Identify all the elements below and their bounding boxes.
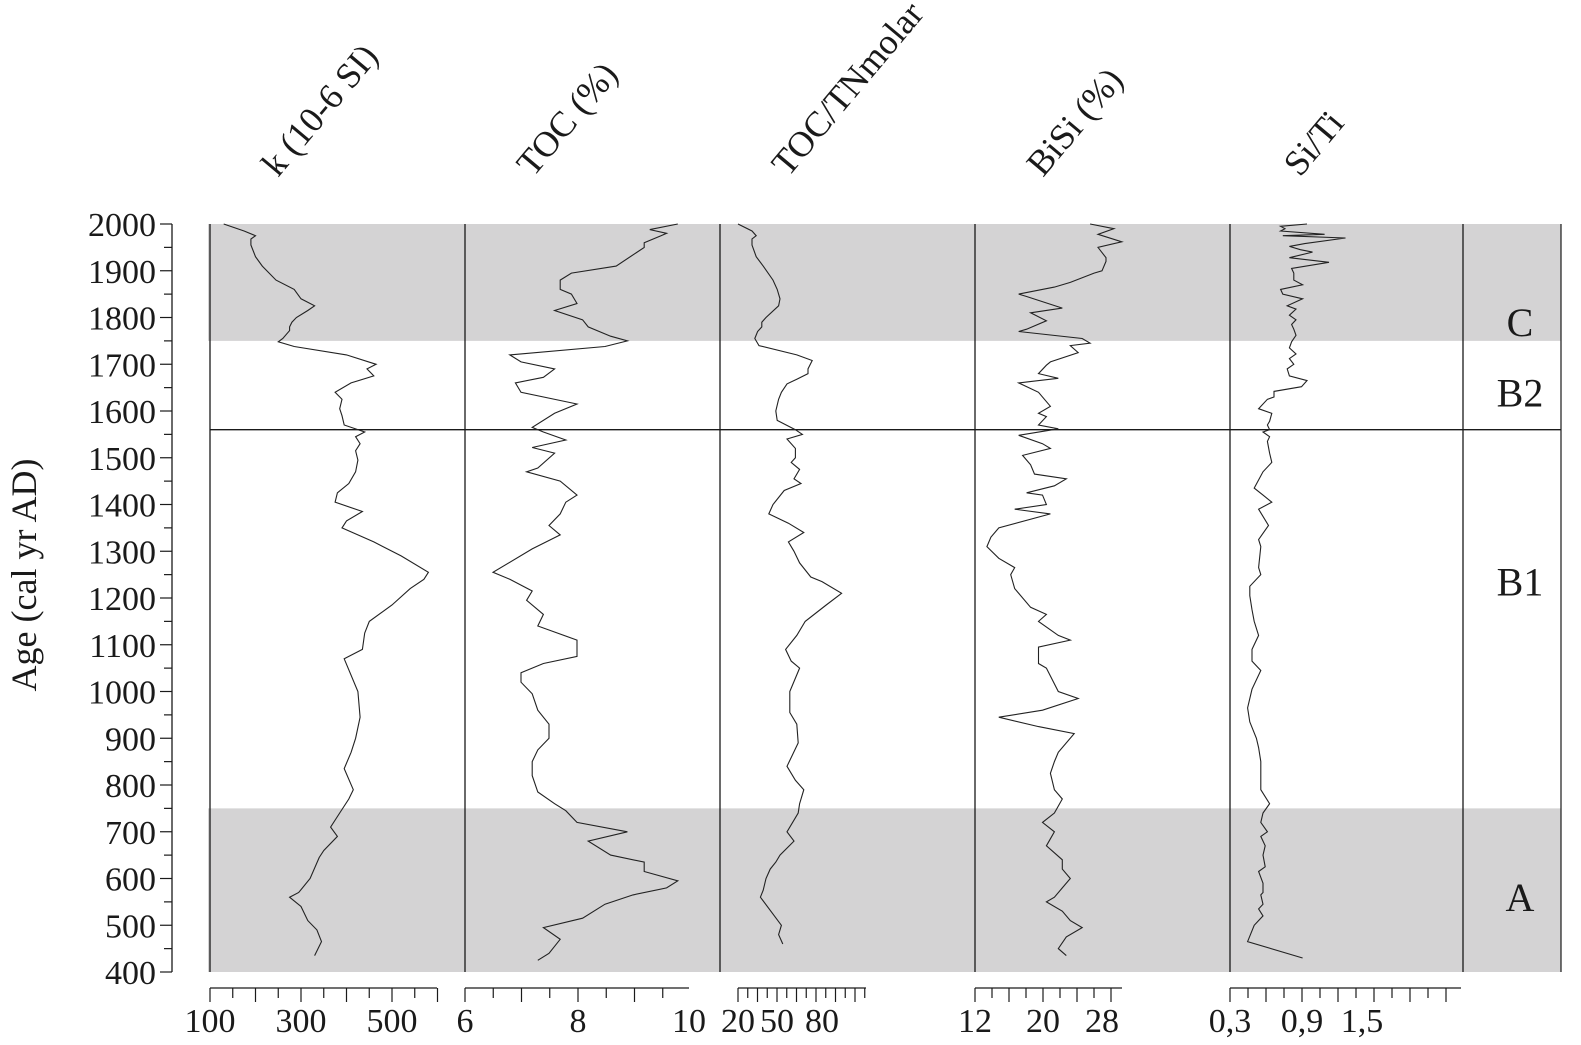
x-tick-label: 10 <box>672 1003 706 1040</box>
y-tick-label: 400 <box>105 955 156 992</box>
x-tick-label: 12 <box>958 1003 992 1040</box>
x-tick-label: 20 <box>1026 1003 1060 1040</box>
y-tick-label: 1100 <box>89 628 156 665</box>
zone-label-B2: B2 <box>1497 370 1544 415</box>
y-tick-label: 1700 <box>88 347 156 384</box>
y-tick-label: 600 <box>105 862 156 899</box>
panel-title: TOC (%) <box>508 55 625 184</box>
age-axis: 2000 1900 1800 1700 1600 1500 1400 1300 1200 1100… <box>88 207 173 992</box>
y-tick-label: 1800 <box>88 301 156 338</box>
x-tick-label: 0,9 <box>1281 1003 1324 1040</box>
x-tick-label: 50 <box>760 1003 794 1040</box>
curve-2 <box>737 223 843 945</box>
panel-title: k (10-6 SI) <box>253 36 385 183</box>
y-tick-label: 1200 <box>88 581 156 618</box>
zone-label-B1: B1 <box>1497 560 1544 605</box>
zone-shade-C <box>208 224 1561 341</box>
y-tick-label: 1500 <box>88 441 156 478</box>
y-tick-label: 800 <box>105 768 156 805</box>
zone-label-A: A <box>1506 875 1535 920</box>
curve-4 <box>1246 223 1346 959</box>
zone-shade-A <box>208 808 1561 972</box>
y-tick-label: 700 <box>105 815 156 852</box>
value-axes: 100 300 500 6 8 10 20 50 80 12 20 28 0,3 0,9 1,5 <box>185 987 1461 1040</box>
y-tick-label: 900 <box>105 721 156 758</box>
y-tick-label: 2000 <box>88 207 156 244</box>
x-tick-label: 0,3 <box>1209 1003 1252 1040</box>
curve-3 <box>986 223 1124 957</box>
x-tick-label: 28 <box>1085 1003 1119 1040</box>
x-tick-label: 500 <box>367 1003 418 1040</box>
y-tick-label: 1600 <box>88 394 156 431</box>
panel-dividers <box>209 224 1562 972</box>
x-tick-label: 1,5 <box>1341 1003 1384 1040</box>
x-tick-label: 100 <box>185 1003 236 1040</box>
y-axis-label: Age (cal yr AD) <box>4 459 44 692</box>
panel-title: BiSi (%) <box>1018 60 1130 183</box>
x-tick-label: 20 <box>721 1003 755 1040</box>
zone-shading <box>208 224 1561 972</box>
y-tick-label: 1900 <box>88 254 156 291</box>
x-tick-label: 300 <box>276 1003 327 1040</box>
panel-title: TOC/TNmolar <box>763 0 931 183</box>
y-tick-label: 1400 <box>88 488 156 525</box>
panel-titles: k (10-6 SI) TOC (%) TOC/TNmolar BiSi (%) Si/… <box>253 0 1351 183</box>
y-tick-label: 500 <box>105 908 156 945</box>
x-tick-label: 8 <box>570 1003 587 1040</box>
curve-1 <box>491 223 680 961</box>
x-tick-label: 80 <box>805 1003 839 1040</box>
curve-0 <box>223 223 430 956</box>
y-tick-label: 1000 <box>88 675 156 712</box>
panel-title: Si/Ti <box>1275 103 1351 183</box>
zone-labels: C B2 B1 A <box>1497 300 1544 920</box>
data-curves <box>223 223 1346 961</box>
x-tick-label: 6 <box>457 1003 474 1040</box>
y-tick-label: 1300 <box>88 534 156 571</box>
zone-label-C: C <box>1507 300 1534 345</box>
